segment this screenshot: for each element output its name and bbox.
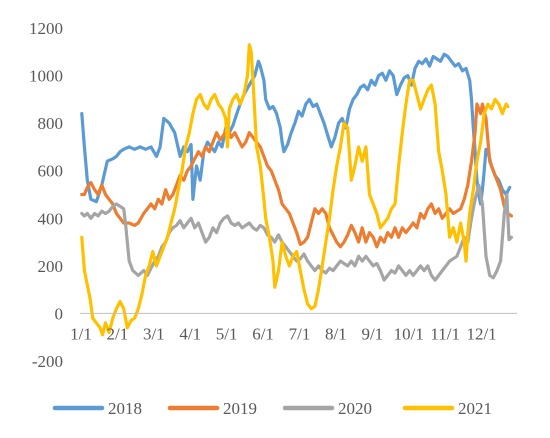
legend-label-2021: 2021 bbox=[458, 399, 492, 418]
x-tick-label: 2/1 bbox=[107, 324, 129, 343]
y-tick-label: 0 bbox=[55, 304, 64, 323]
legend: 2018 2019 2020 2021 bbox=[52, 399, 492, 418]
y-tick-label: 1200 bbox=[29, 19, 63, 38]
y-tick-label: 600 bbox=[38, 162, 64, 181]
x-tick-label: 7/1 bbox=[289, 324, 311, 343]
series-line-2018 bbox=[80, 52, 512, 206]
x-tick-label: 3/1 bbox=[143, 324, 165, 343]
x-tick-label: 1/1 bbox=[70, 324, 92, 343]
x-tick-label: 8/1 bbox=[325, 324, 347, 343]
legend-label-2019: 2019 bbox=[223, 399, 257, 418]
series-lines bbox=[80, 43, 514, 337]
y-tick-label: -200 bbox=[32, 352, 63, 371]
x-tick-label: 9/1 bbox=[361, 324, 383, 343]
series-line-2021 bbox=[80, 43, 510, 337]
y-tick-label: 800 bbox=[38, 114, 64, 133]
y-tick-label: 400 bbox=[38, 209, 64, 228]
x-tick-label: 6/1 bbox=[252, 324, 274, 343]
y-tick-label: 1000 bbox=[29, 67, 63, 86]
y-axis-tick-labels: 1200 1000 800 600 400 200 0 -200 bbox=[29, 19, 63, 371]
legend-label-2020: 2020 bbox=[338, 399, 372, 418]
x-tick-label: 11/1 bbox=[430, 324, 460, 343]
x-tick-label: 12/1 bbox=[466, 324, 496, 343]
x-tick-label: 4/1 bbox=[179, 324, 201, 343]
x-tick-label: 5/1 bbox=[216, 324, 238, 343]
series-line-2020 bbox=[80, 183, 514, 282]
y-tick-label: 200 bbox=[38, 257, 64, 276]
x-axis-tick-labels: 1/1 2/1 3/1 4/1 5/1 6/1 7/1 8/1 9/1 10/1 11/1 12/1 bbox=[70, 324, 497, 343]
x-tick-label: 10/1 bbox=[394, 324, 424, 343]
series-line-2019 bbox=[80, 102, 514, 249]
legend-label-2018: 2018 bbox=[108, 399, 142, 418]
